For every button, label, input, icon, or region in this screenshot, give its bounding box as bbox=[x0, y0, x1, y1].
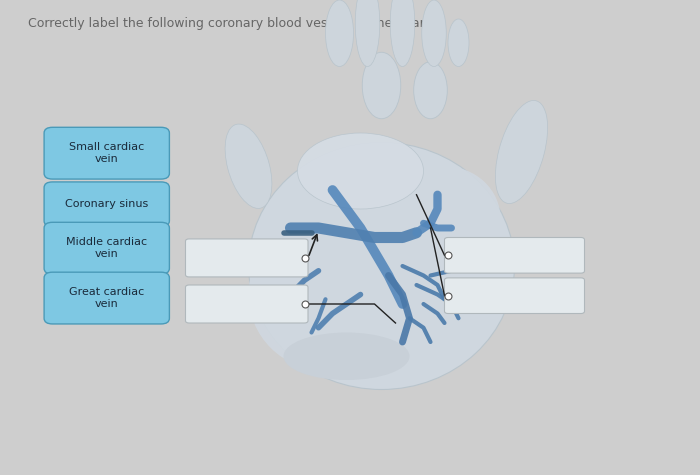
Text: Great cardiac
vein: Great cardiac vein bbox=[69, 287, 144, 309]
FancyBboxPatch shape bbox=[186, 239, 308, 277]
Ellipse shape bbox=[421, 0, 447, 66]
Ellipse shape bbox=[225, 124, 272, 209]
FancyBboxPatch shape bbox=[44, 272, 169, 324]
Text: Correctly label the following coronary blood vessels of the heart.: Correctly label the following coronary b… bbox=[28, 17, 433, 29]
Ellipse shape bbox=[448, 19, 469, 66]
Ellipse shape bbox=[496, 101, 547, 203]
FancyBboxPatch shape bbox=[44, 182, 169, 227]
FancyBboxPatch shape bbox=[44, 222, 169, 274]
Ellipse shape bbox=[248, 142, 514, 390]
FancyBboxPatch shape bbox=[186, 285, 308, 323]
Ellipse shape bbox=[355, 0, 379, 66]
Ellipse shape bbox=[326, 0, 354, 66]
Ellipse shape bbox=[414, 62, 447, 119]
Ellipse shape bbox=[389, 166, 500, 271]
FancyBboxPatch shape bbox=[44, 127, 169, 179]
Ellipse shape bbox=[391, 0, 414, 66]
FancyBboxPatch shape bbox=[444, 238, 584, 273]
Ellipse shape bbox=[284, 332, 409, 380]
Ellipse shape bbox=[363, 52, 400, 119]
Ellipse shape bbox=[248, 218, 402, 370]
Text: Coronary sinus: Coronary sinus bbox=[65, 199, 148, 209]
Text: Middle cardiac
vein: Middle cardiac vein bbox=[66, 238, 147, 259]
Text: Small cardiac
vein: Small cardiac vein bbox=[69, 142, 144, 164]
Ellipse shape bbox=[298, 133, 424, 209]
FancyBboxPatch shape bbox=[444, 278, 584, 314]
